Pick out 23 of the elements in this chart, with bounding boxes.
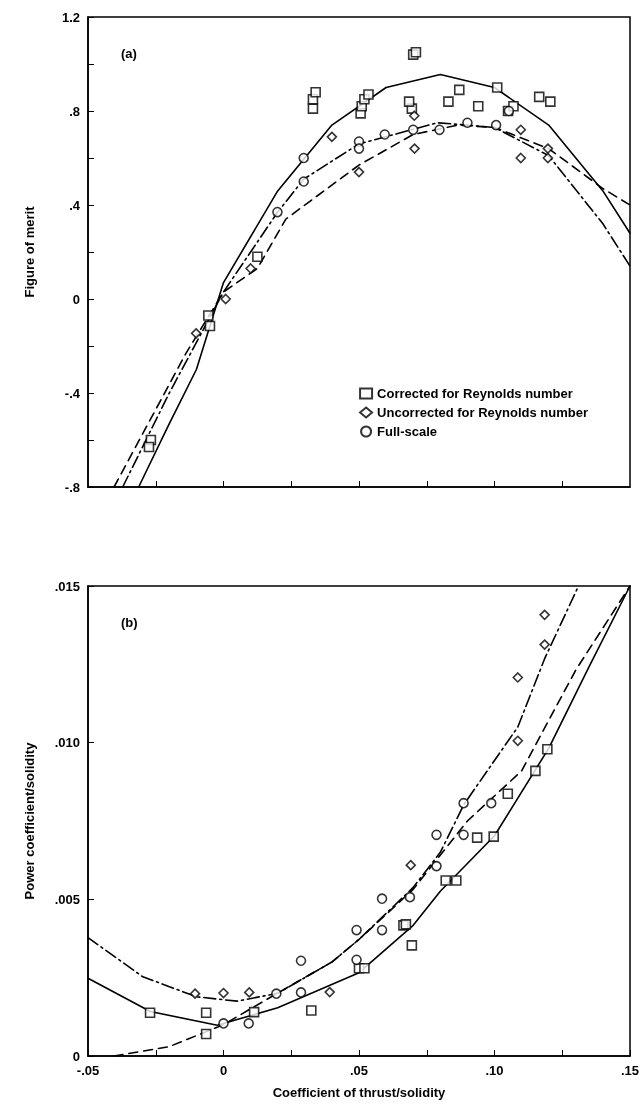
y-tick-label: 0 [72,291,80,307]
y-tick-label: .005 [54,891,80,907]
y-tick-label: .010 [54,735,80,751]
y-tick-label: .8 [69,103,80,119]
legend-label: Full-scale [377,424,438,439]
y-tick-label: -.8 [64,479,80,495]
y-tick-label: -.4 [64,385,81,401]
annotation: (b) [121,615,138,630]
x-tick-label: .10 [485,1063,504,1078]
x-tick-label: -.05 [76,1063,100,1078]
x-tick-label: .15 [620,1063,640,1078]
y-axis-title: Figure of merit [22,205,37,298]
legend-label: Corrected for Reynolds number [377,386,573,401]
y-tick-label: .4 [69,197,81,213]
y-tick-label: 1.2 [61,9,80,25]
y-tick-label: 0 [72,1048,80,1064]
x-tick-label: 0 [219,1063,228,1078]
y-axis-title: Power coefficient/solidity [22,741,37,900]
x-axis-title: Coefficient of thrust/solidity [272,1085,447,1100]
y-tick-label: .015 [54,578,80,594]
legend-label: Uncorrected for Reynolds number [377,405,589,420]
x-tick-label: .05 [349,1063,369,1078]
annotation: (a) [121,46,137,61]
